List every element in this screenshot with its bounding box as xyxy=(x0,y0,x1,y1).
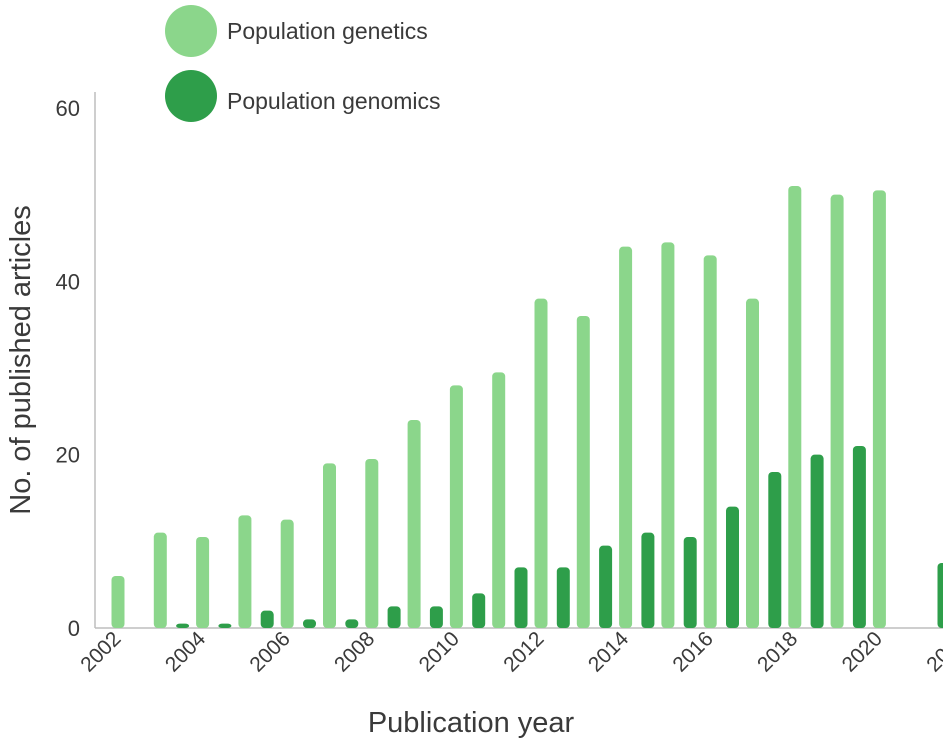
x-tick-label-2012: 2012 xyxy=(499,627,548,676)
bar-population-genomics-2016 xyxy=(683,537,697,628)
y-tick-label-40: 40 xyxy=(56,269,80,294)
bar-population-genomics-2004 xyxy=(176,623,190,628)
x-tick-label-2022: 2022 xyxy=(922,627,943,676)
bar-population-genomics-2015 xyxy=(641,532,655,628)
bar-population-genetics-2011 xyxy=(492,372,506,628)
bar-population-genetics-2012 xyxy=(534,298,548,628)
bar-population-genetics-2002 xyxy=(111,576,125,628)
bar-population-genetics-2006 xyxy=(280,519,294,628)
bar-population-genetics-2004 xyxy=(196,537,210,628)
bar-population-genetics-2008 xyxy=(365,459,379,628)
bar-population-genetics-2009 xyxy=(407,420,421,628)
bar-population-genetics-2020 xyxy=(872,190,886,629)
legend: Population genetics Population genomics xyxy=(165,5,441,122)
bar-population-genetics-2005 xyxy=(238,515,252,628)
bar-population-genomics-2007 xyxy=(303,619,316,628)
bar-population-genomics-2008 xyxy=(345,619,359,628)
bar-population-genomics-2012 xyxy=(514,567,528,628)
bar-population-genomics-2022 xyxy=(937,563,943,628)
x-tick-label-2004: 2004 xyxy=(161,627,211,677)
legend-swatch-population-genetics xyxy=(165,5,217,57)
x-axis-title: Publication year xyxy=(368,707,575,739)
bar-population-genetics-2003 xyxy=(153,532,167,628)
x-tick-label-2016: 2016 xyxy=(668,627,717,676)
bar-population-genetics-2007 xyxy=(323,463,336,628)
bar-population-genetics-2014 xyxy=(619,246,633,628)
bar-population-genetics-2013 xyxy=(576,316,590,628)
y-tick-label-0: 0 xyxy=(68,616,80,641)
x-tick-labels: 2002 2004 2006 2008 2010 2012 2014 2016 2018 2020… xyxy=(76,627,943,677)
y-tick-label-60: 60 xyxy=(56,96,80,121)
y-tick-labels: 0 20 40 60 xyxy=(56,96,80,641)
x-tick-label-2010: 2010 xyxy=(415,627,464,676)
bar-population-genomics-2018 xyxy=(768,472,782,628)
bar-population-genomics-2014 xyxy=(599,545,613,628)
x-tick-label-2002: 2002 xyxy=(76,627,125,676)
bar-population-genetics-2016 xyxy=(703,255,717,629)
x-tick-label-2008: 2008 xyxy=(330,627,379,676)
bar-population-genomics-2011 xyxy=(472,593,486,628)
x-tick-label-2020: 2020 xyxy=(838,627,887,676)
bar-population-genomics-2005 xyxy=(218,623,232,628)
x-tick-label-2018: 2018 xyxy=(753,627,802,676)
y-tick-label-20: 20 xyxy=(56,443,80,468)
bar-population-genetics-2010 xyxy=(449,385,463,628)
bar-population-genomics-2009 xyxy=(387,606,401,628)
legend-swatch-population-genomics xyxy=(165,70,217,122)
bar-population-genomics-2010 xyxy=(429,606,443,628)
bar-population-genomics-2019 xyxy=(810,454,824,628)
x-tick-label-2006: 2006 xyxy=(245,627,294,676)
legend-label-population-genetics: Population genetics xyxy=(227,18,428,44)
bar-population-genomics-2020 xyxy=(852,446,866,628)
x-tick-label-2014: 2014 xyxy=(584,627,634,677)
y-axis-title: No. of published articles xyxy=(5,205,37,515)
bar-population-genetics-2015 xyxy=(661,242,675,629)
bars xyxy=(111,186,943,629)
bar-population-genetics-2017 xyxy=(746,298,759,628)
legend-label-population-genomics: Population genomics xyxy=(227,88,441,114)
bar-population-genomics-2017 xyxy=(726,506,739,628)
bar-population-genomics-2006 xyxy=(260,610,274,628)
bar-population-genetics-2019 xyxy=(830,194,844,628)
bar-population-genomics-2013 xyxy=(556,567,570,628)
bar-population-genetics-2018 xyxy=(788,186,802,628)
